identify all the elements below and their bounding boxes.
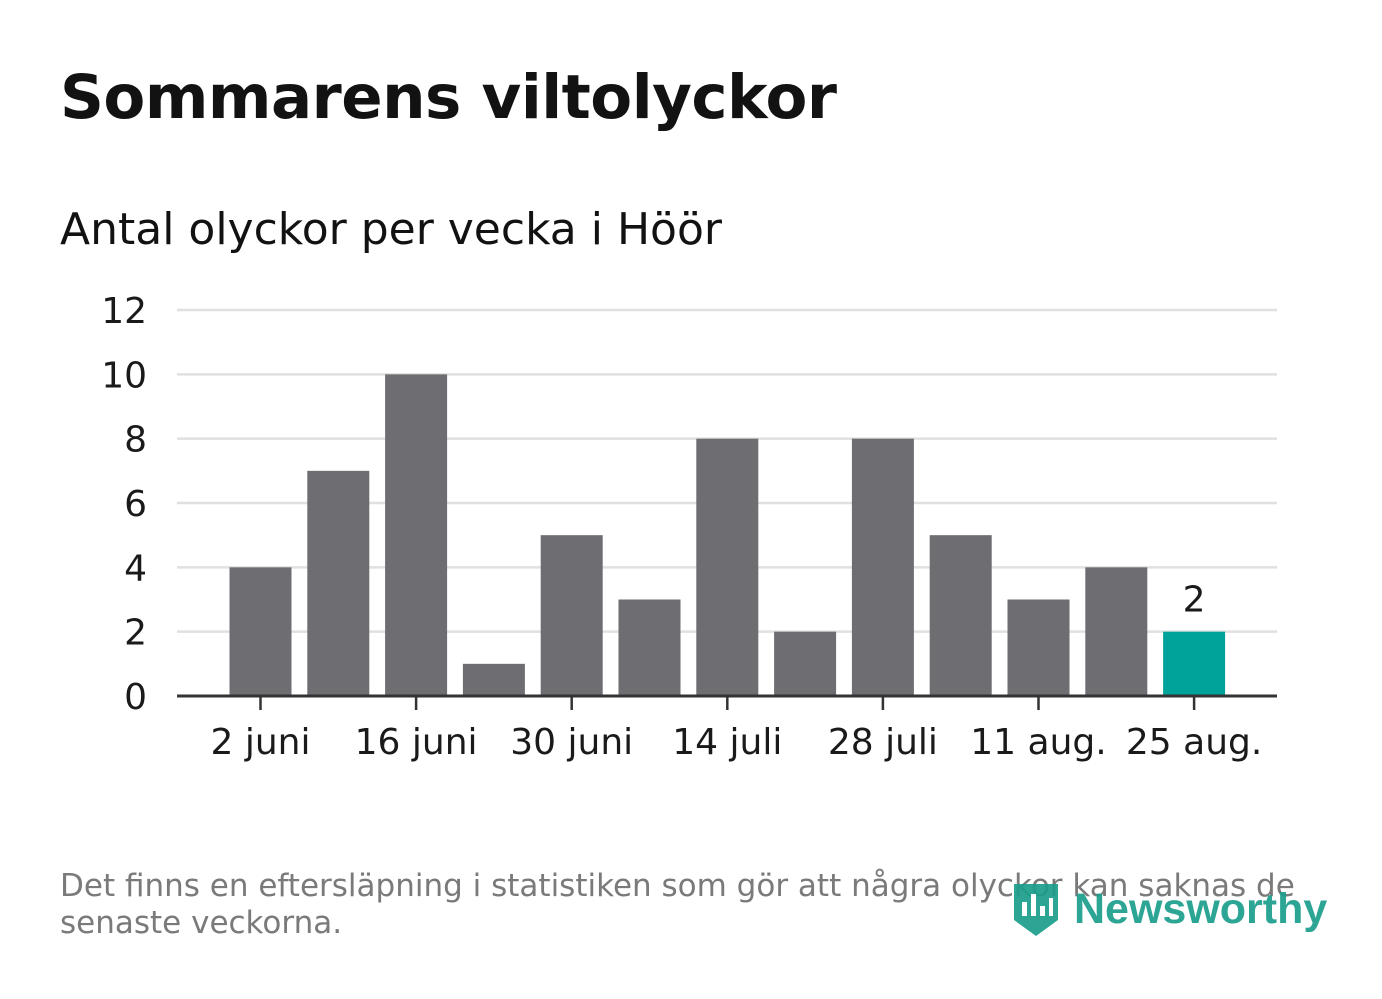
- bar-2-juni: [229, 567, 292, 696]
- bar-14-juli: [696, 438, 759, 696]
- footnote: Det finns en eftersläpning i statistiken…: [60, 868, 1295, 941]
- x-tick-label: 14 juli: [672, 722, 782, 763]
- bar-23-juni: [462, 663, 525, 696]
- y-tick-label: 12: [101, 291, 147, 332]
- newsworthy-logo-text: Newsworthy: [1074, 884, 1328, 933]
- chart-title: Sommarens viltolyckor: [60, 62, 837, 133]
- x-tick-label: 30 juni: [510, 722, 633, 763]
- bar-chart: 0 2 4 6 8 10 12 2 juni 16 juni 30 juni 14 juli 28 j…: [101, 291, 1277, 763]
- bar-11-aug-: [1007, 599, 1070, 696]
- x-tick-label: 16 juni: [355, 722, 478, 763]
- y-tick-label: 6: [124, 484, 147, 525]
- bar-16-juni: [385, 374, 448, 696]
- bar-21-juli: [774, 631, 837, 696]
- y-tick-label: 8: [124, 420, 147, 461]
- x-tick-label: 11 aug.: [970, 722, 1106, 763]
- y-tick-label: 10: [101, 355, 147, 396]
- y-tick-label: 2: [124, 613, 147, 654]
- newsworthy-logo: Newsworthy: [1010, 880, 1327, 938]
- x-tick-label: 2 juni: [211, 722, 311, 763]
- bar-9-juni: [307, 470, 370, 696]
- bar-4-aug-: [929, 535, 992, 696]
- data-label: 2: [1183, 580, 1206, 621]
- bar-30-juni: [540, 535, 603, 696]
- chart-subtitle: Antal olyckor per vecka i Höör: [60, 204, 722, 255]
- bar-18-aug-: [1085, 567, 1148, 696]
- y-tick-label: 4: [124, 548, 147, 589]
- bar-25-aug-: [1163, 631, 1226, 696]
- bar-7-juli: [618, 599, 681, 696]
- x-tick-label: 28 juli: [828, 722, 938, 763]
- x-tick-label: 25 aug.: [1126, 722, 1262, 763]
- bar-28-juli: [851, 438, 914, 696]
- newsworthy-logo-icon: [1014, 884, 1058, 936]
- y-tick-label: 0: [124, 677, 147, 718]
